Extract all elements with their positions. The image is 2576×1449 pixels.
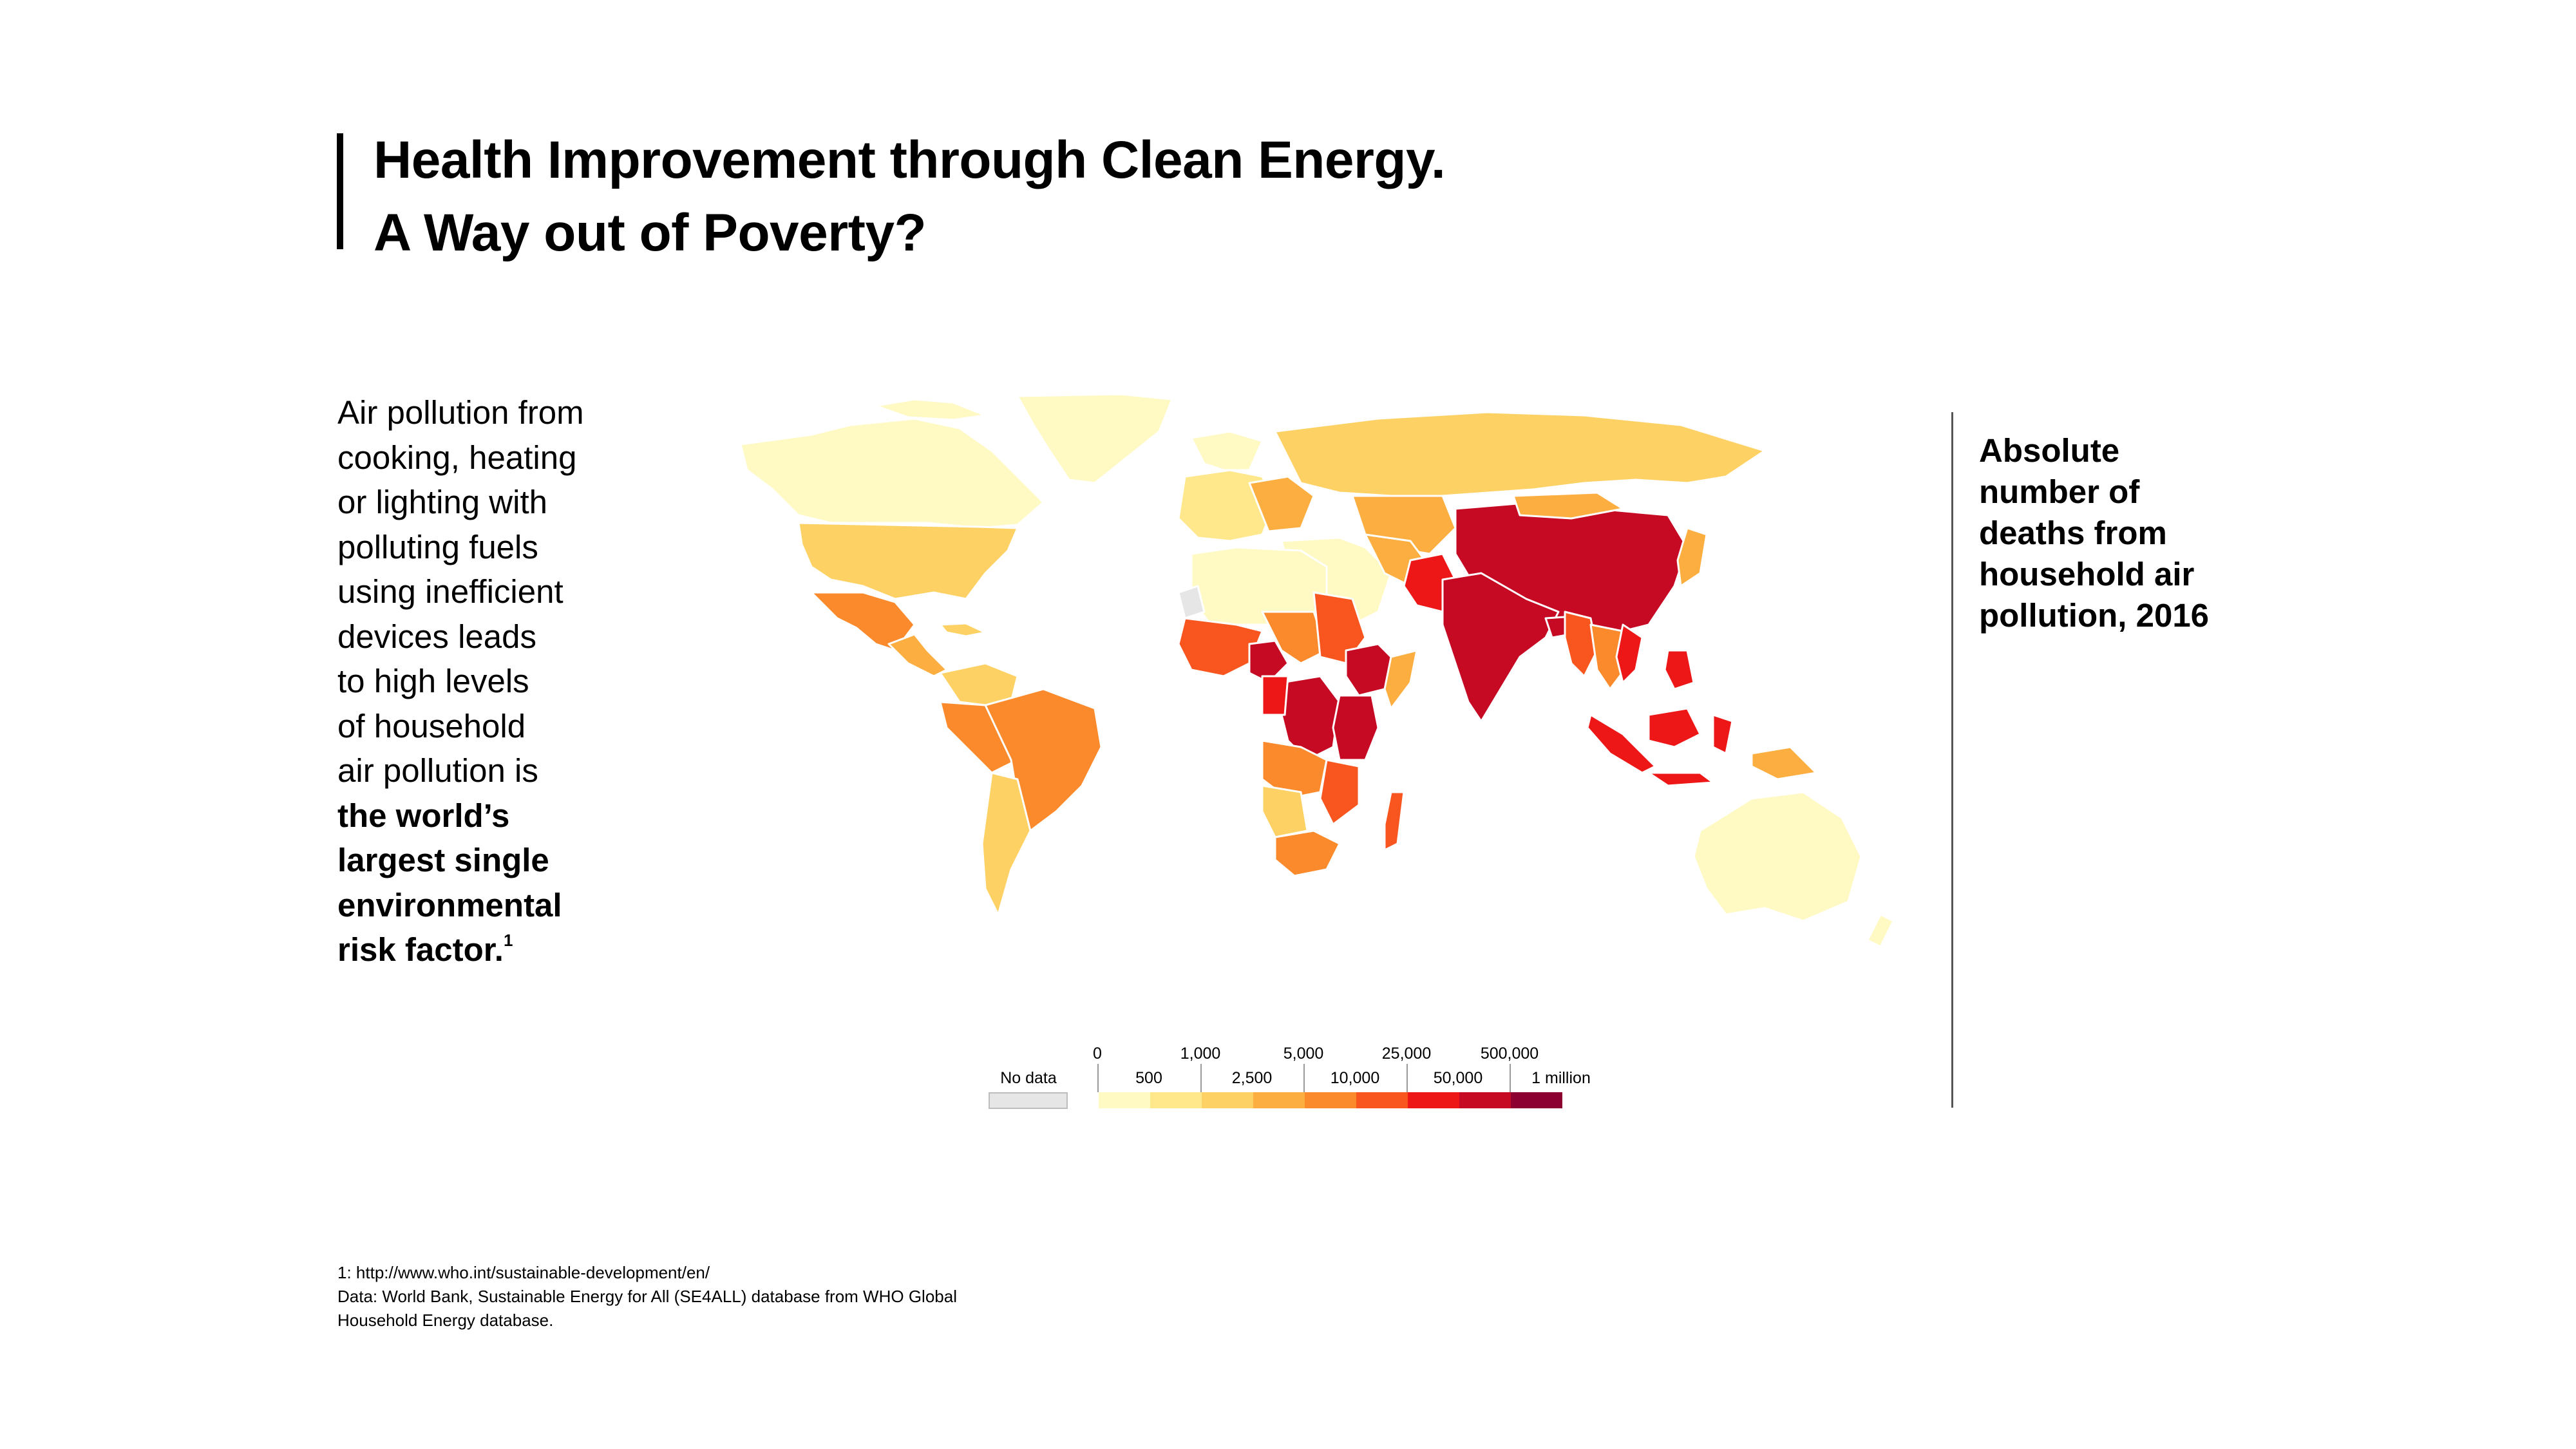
region-east-africa [1332,694,1379,761]
region-indonesia-borneo [1647,707,1701,748]
lead-line: Air pollution from [337,394,584,431]
legend-swatch [1511,1092,1562,1108]
legend-tick [1406,1064,1408,1092]
map-caption: Absolute number of deaths from household… [1979,430,2209,636]
footnote-line: 1: http://www.who.int/sustainable-develo… [337,1263,710,1282]
legend-swatch [1305,1092,1356,1108]
legend-tick [1200,1064,1202,1092]
footnote-line: Household Energy database. [337,1311,554,1330]
world-choropleth-map [739,393,1895,948]
region-madagascar [1383,791,1405,851]
map-caption-line: deaths from [1979,515,2167,551]
legend-swatch [1099,1092,1150,1108]
legend-top-label: 0 [1093,1045,1102,1063]
region-india [1441,572,1560,723]
legend-top-label: 25,000 [1381,1045,1432,1063]
region-indonesia-sumatra [1586,714,1656,774]
lead-line: polluting fuels [337,528,538,565]
map-caption-line: pollution, 2016 [1979,597,2210,634]
region-philippines [1663,649,1695,690]
lead-line: to high levels [337,663,529,699]
lead-line: using inefficient [337,573,564,610]
map-caption-line: Absolute [1979,432,2120,469]
region-scandinavia [1190,430,1264,471]
legend-tick [1510,1064,1511,1092]
legend-tick [1097,1064,1099,1092]
region-eastern-europe [1248,475,1315,533]
lead-line: of household [337,707,526,744]
legend-swatch [1356,1092,1408,1108]
footnote-marker: 1 [503,931,513,950]
legend-swatch [1150,1092,1202,1108]
region-south-africa [1274,829,1341,877]
region-dr-congo [1280,675,1341,761]
region-myanmar [1564,611,1598,677]
lead-bold-line: environmental [337,886,562,923]
legend-bottom-label: 500 [1135,1069,1162,1087]
region-central-sahel [1261,611,1328,665]
region-canada [739,417,1045,529]
region-arctic-islands [875,398,987,421]
lead-line: air pollution is [337,752,538,789]
region-australia [1692,791,1862,922]
legend-swatch [1202,1092,1253,1108]
page-title: Health Improvement through Clean Energy.… [374,124,1446,269]
footnote: 1: http://www.who.int/sustainable-develo… [337,1261,957,1332]
region-russia [1274,411,1766,497]
region-mongolia [1512,491,1624,520]
legend-tick [1303,1064,1305,1092]
region-mozambique [1319,759,1360,826]
legend-top-label: 5,000 [1283,1045,1324,1063]
region-southern-africa-north [1261,739,1328,800]
region-central-africa [1261,675,1289,716]
region-papua [1750,746,1817,781]
lead-bold-text: risk factor. [337,931,504,968]
legend-bottom-label: 10,000 [1330,1069,1380,1087]
legend-no-data-label: No data [1000,1069,1057,1087]
legend-bottom-label: 1 million [1531,1069,1591,1087]
legend-swatch [1408,1092,1459,1108]
divider-line [1951,412,1953,1108]
title-line-2: A Way out of Poverty? [374,204,927,262]
region-west-africa [1177,617,1264,677]
lead-bold-line: largest single [337,842,549,878]
legend-top-label: 500,000 [1480,1045,1539,1063]
lead-line: cooking, heating [337,439,577,476]
region-usa [797,522,1019,600]
map-caption-line: household air [1979,556,2195,592]
legend-bottom-label: 50,000 [1433,1069,1483,1087]
region-somalia [1383,649,1418,710]
region-central-america [887,633,948,677]
region-caribbean [939,622,987,638]
lead-line: devices leads [337,618,537,655]
region-argentina [981,772,1032,916]
legend-top-label: 1,000 [1180,1045,1221,1063]
region-indonesia-sulawesi [1712,714,1734,755]
lead-line: or lighting with [337,484,547,520]
title-line-1: Health Improvement through Clean Energy. [374,131,1446,189]
title-accent-bar [337,133,343,249]
region-japan [1676,527,1708,587]
footnote-line: Data: World Bank, Sustainable Energy for… [337,1287,957,1306]
region-nigeria [1248,639,1289,684]
legend-no-data-swatch [989,1092,1068,1109]
lead-bold-line-last: risk factor.1 [337,927,621,972]
region-indonesia-java [1647,772,1714,787]
legend-swatch [1459,1092,1511,1108]
region-namibia [1261,784,1309,838]
legend-swatch [1253,1092,1305,1108]
lead-bold-line: the world’s [337,797,510,834]
legend-bottom-label: 2,500 [1231,1069,1273,1087]
region-western-sahara [1177,585,1206,620]
map-caption-line: number of [1979,473,2140,510]
region-greenland [1016,393,1173,484]
lead-paragraph: Air pollution from cooking, heating or l… [337,390,621,972]
region-new-zealand [1866,913,1895,948]
region-vietnam [1615,623,1643,684]
